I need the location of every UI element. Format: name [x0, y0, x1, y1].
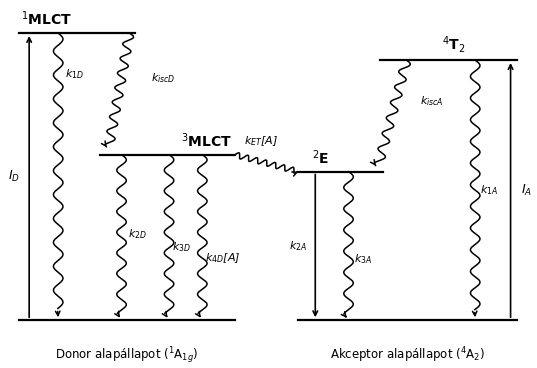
Text: Akceptor alapállapot ($^{4}$A$_{2}$): Akceptor alapállapot ($^{4}$A$_{2}$) [330, 346, 485, 365]
Text: Donor alapállapot ($^{1}$A$_{1g}$): Donor alapállapot ($^{1}$A$_{1g}$) [55, 346, 199, 366]
Text: $I_A$: $I_A$ [521, 183, 532, 198]
Text: $k_{1A}$: $k_{1A}$ [481, 183, 499, 197]
Text: $k_{1D}$: $k_{1D}$ [64, 67, 84, 81]
Text: $k_{2D}$: $k_{2D}$ [128, 227, 147, 241]
Text: $k_{3A}$: $k_{3A}$ [354, 252, 372, 266]
Text: $k_{2A}$: $k_{2A}$ [289, 239, 307, 253]
Text: $^{4}$T$_{2}$: $^{4}$T$_{2}$ [442, 34, 466, 55]
Text: $k_{iscD}$: $k_{iscD}$ [150, 71, 175, 85]
Text: $k_{3D}$: $k_{3D}$ [172, 241, 191, 254]
Text: $^{2}$E: $^{2}$E [311, 148, 329, 166]
Text: $^{1}$MLCT: $^{1}$MLCT [21, 10, 72, 28]
Text: $I_D$: $I_D$ [8, 169, 20, 184]
Text: $k_{iscA}$: $k_{iscA}$ [420, 94, 444, 107]
Text: $k_{4D}$[A]: $k_{4D}$[A] [206, 251, 241, 265]
Text: $^{3}$MLCT: $^{3}$MLCT [182, 131, 233, 150]
Text: $k_{ET}$[A]: $k_{ET}$[A] [244, 134, 279, 148]
